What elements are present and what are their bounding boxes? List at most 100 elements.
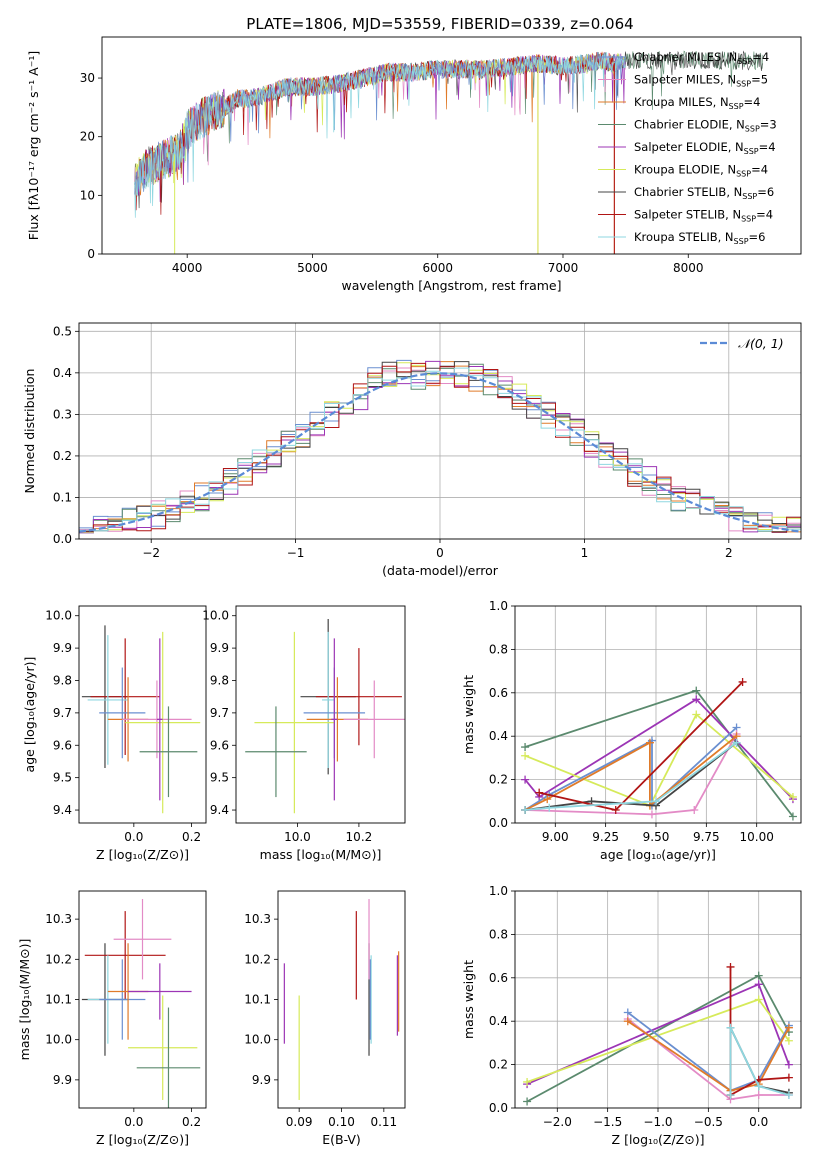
x-axis-label: Z [log₁₀(Z/Z⊙)] <box>612 1132 705 1147</box>
y-tick-label: 10.2 <box>45 952 72 966</box>
x-tick-label: −2.0 <box>543 1115 572 1129</box>
plot-area <box>134 50 764 254</box>
x-tick-label: 10.00 <box>740 830 774 844</box>
y-tick-label: 0.8 <box>489 642 508 656</box>
plot-area <box>79 323 801 539</box>
histogram-line <box>79 367 801 532</box>
panel-mass-weight-vs-z: −2.0 −1.5 −1.0 −0.5 0.0 0.0 0.2 0.4 0.6 0.8 1.0 Z [… <box>461 884 802 1147</box>
x-tick-label: −2 <box>142 546 160 560</box>
plot-area <box>515 606 801 823</box>
plus-marker <box>523 1077 532 1086</box>
panel-age-vs-mass: 10.0 10.2 9.4 9.5 9.6 9.7 9.8 9.9 10.0 mass [log₁… <box>202 605 406 862</box>
y-tick-label: 10 <box>80 188 95 202</box>
y-axis-label: mass weight <box>461 960 476 1039</box>
axes-frame <box>78 322 802 540</box>
legend-label: Kroupa STELIB, NSSP=6 <box>634 230 765 246</box>
panel-age-vs-z: 0.0 0.2 9.4 9.5 9.6 9.7 9.8 9.9 10.0 Z [log₁₀(Z/Z… <box>22 605 207 862</box>
y-tick-label: 10.3 <box>244 912 271 926</box>
legend-label: Chabrier ELODIE, NSSP=3 <box>634 118 777 134</box>
plus-marker <box>623 1017 632 1026</box>
plus-marker <box>784 1090 793 1099</box>
legend-label: Salpeter ELODIE, NSSP=4 <box>634 140 776 156</box>
legend-label-sub: SSP <box>744 147 759 156</box>
y-tick-label: 0.4 <box>53 366 72 380</box>
legend-label: Kroupa ELODIE, NSSP=4 <box>634 163 768 179</box>
plus-marker <box>788 812 797 821</box>
plus-marker <box>754 995 763 1004</box>
plus-marker <box>523 1097 532 1106</box>
legend-label-tail: =3 <box>760 118 777 132</box>
x-axis-label: mass [log₁₀(M/M⊙)] <box>260 847 382 862</box>
plus-marker <box>726 1023 735 1032</box>
y-tick-label: 9.9 <box>210 641 229 655</box>
y-axis-label: Normed distribution <box>22 369 37 494</box>
mass-weight-line <box>524 698 794 800</box>
plot-area <box>81 899 201 1108</box>
y-tick-label: 0.2 <box>489 773 508 787</box>
y-tick-label: 10.0 <box>202 609 229 623</box>
y-tick-label: 1.0 <box>489 884 508 898</box>
mass-weight-line <box>627 1011 790 1092</box>
plus-marker <box>611 805 620 814</box>
x-tick-label: 2 <box>725 546 733 560</box>
x-tick-label: −1.5 <box>593 1115 622 1129</box>
y-tick-label: 10.1 <box>45 993 72 1007</box>
y-axis-label: mass weight <box>461 675 476 754</box>
plus-marker <box>784 1036 793 1045</box>
spectrum-line <box>134 51 626 218</box>
axes-frame <box>101 36 802 255</box>
mass-weight-line <box>729 1027 790 1096</box>
mass-weight-line <box>729 1027 790 1095</box>
plot-area <box>515 891 801 1108</box>
legend-label-sub: SSP <box>741 215 756 224</box>
x-tick-label: 9.50 <box>643 830 670 844</box>
y-tick-label: 10.1 <box>244 993 271 1007</box>
legend-label-tail: =4 <box>752 50 769 64</box>
x-tick-label: 0.0 <box>124 830 143 844</box>
legend-label-tail: =4 <box>744 95 761 109</box>
legend-label-main: Salpeter MILES, N <box>634 73 736 87</box>
x-tick-label: 9.75 <box>693 830 720 844</box>
plus-marker <box>754 971 763 980</box>
y-tick-label: 9.9 <box>252 1073 271 1087</box>
plus-marker <box>647 810 656 819</box>
x-tick-label: 9.25 <box>592 830 619 844</box>
x-tick-label: 0.11 <box>370 1115 397 1129</box>
y-tick-label: 0.0 <box>53 532 72 546</box>
x-axis-label: (data-model)/error <box>382 563 499 578</box>
y-tick-label: 0.1 <box>53 490 72 504</box>
y-tick-label: 9.5 <box>210 771 229 785</box>
plus-marker <box>784 1023 793 1032</box>
x-tick-label: 0.10 <box>328 1115 355 1129</box>
plus-marker <box>726 962 735 971</box>
x-tick-label: 4000 <box>172 261 203 275</box>
y-tick-label: 20 <box>80 130 95 144</box>
y-tick-label: 0.6 <box>489 971 508 985</box>
normal-curve <box>79 372 801 533</box>
y-tick-label: 0.8 <box>489 927 508 941</box>
plus-marker <box>521 805 530 814</box>
legend-label-main: Salpeter STELIB, N <box>634 208 741 222</box>
axes-frame <box>78 605 207 824</box>
legend-label: Chabrier MILES, NSSP=4 <box>634 50 769 66</box>
legend-label-tail: =5 <box>751 73 768 87</box>
y-tick-label: 9.4 <box>53 803 72 817</box>
plus-marker <box>692 686 701 695</box>
y-tick-label: 10.0 <box>45 609 72 623</box>
legend-label-sub: SSP <box>736 80 751 89</box>
legend-label-main: Salpeter ELODIE, N <box>634 140 744 154</box>
x-axis-label: Z [log₁₀(Z/Z⊙)] <box>96 847 189 862</box>
y-tick-label: 0.0 <box>489 816 508 830</box>
axes-frame <box>514 890 802 1109</box>
y-tick-label: 1.0 <box>489 599 508 613</box>
x-tick-label: −0.5 <box>694 1115 723 1129</box>
y-tick-label: 9.7 <box>210 706 229 720</box>
plus-marker <box>692 710 701 719</box>
plus-marker <box>535 788 544 797</box>
y-tick-label: 9.9 <box>53 641 72 655</box>
x-tick-label: 6000 <box>422 261 453 275</box>
x-axis-label: age [log₁₀(age/yr)] <box>600 847 716 862</box>
legend-label-sub: SSP <box>729 102 744 111</box>
legend-label-sub: SSP <box>737 57 752 66</box>
x-tick-label: 0.0 <box>749 1115 768 1129</box>
